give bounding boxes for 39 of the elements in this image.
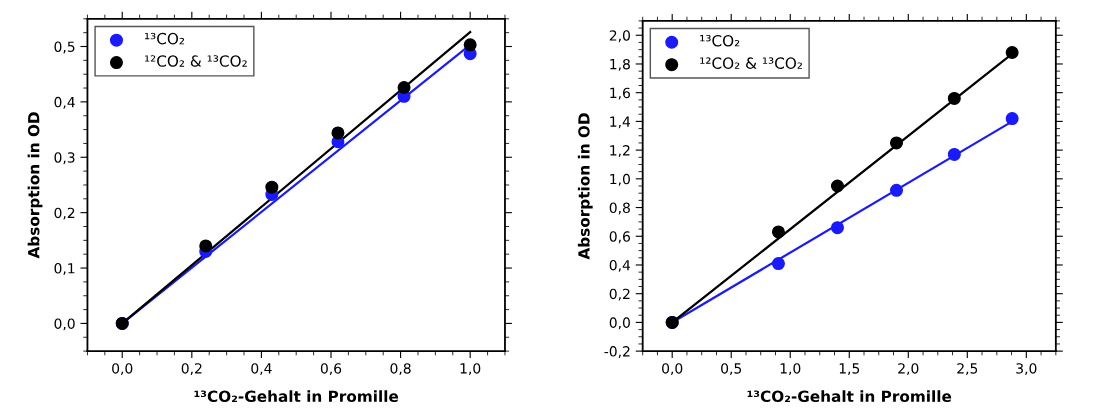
x-tick-label: 3,0 [1016, 363, 1037, 376]
x-tick-label: 2,5 [957, 363, 978, 376]
legend-label: ¹³CO₂ [700, 34, 740, 47]
y-tick-label: 2,0 [609, 30, 630, 43]
y-tick-label: 1,8 [610, 58, 630, 71]
y-tick-label: 0,4 [54, 96, 75, 109]
x-tick-label: 0,0 [112, 363, 133, 376]
x-tick-label: 0,4 [251, 363, 272, 376]
x-tick-label: 0,2 [181, 363, 202, 376]
y-axis-title: Absorption in OD [27, 112, 43, 259]
x-axis-title: ¹³CO₂-Gehalt in Promille [747, 390, 952, 403]
legend-label: ¹²CO₂ & ¹³CO₂ [144, 55, 247, 67]
y-tick-label: 0,2 [54, 207, 75, 220]
y-tick-label: 1,2 [610, 145, 630, 158]
y-tick-label: 1,0 [610, 173, 630, 186]
y-axis-title: Absorption in OD [577, 113, 593, 260]
legend-label: ¹³CO₂ [144, 32, 185, 45]
y-tick-label: 0,5 [54, 41, 75, 54]
y-tick-label: 0,1 [54, 263, 75, 275]
y-tick-label: 0,0 [54, 318, 75, 331]
y-tick-label: 1,6 [610, 87, 630, 100]
x-axis-title: ¹³CO₂-Gehalt in Promille [194, 390, 399, 403]
x-tick-label: 1,5 [839, 363, 860, 376]
x-tick-label: 2,0 [898, 363, 919, 376]
x-tick-label: 0,6 [320, 363, 342, 376]
y-tick-label: 0,0 [609, 317, 630, 330]
y-tick-label: 0,8 [609, 202, 630, 215]
y-tick-label: 0,6 [609, 231, 630, 244]
y-tick-label: 0,4 [609, 259, 631, 272]
x-tick-label: 0,0 [662, 363, 683, 376]
y-tick-label: 0,2 [609, 288, 630, 301]
x-tick-label: 1,0 [460, 363, 481, 376]
x-tick-label: 0,8 [390, 363, 411, 376]
x-tick-label: 1,0 [780, 363, 801, 376]
legend-label: ¹²CO₂ & ¹³CO₂ [700, 57, 803, 69]
y-tick-label: 0,3 [54, 152, 75, 165]
y-tick-label: -0,2 [604, 346, 630, 359]
x-tick-label: 0,5 [721, 363, 742, 376]
y-tick-label: 1,4 [610, 116, 631, 129]
